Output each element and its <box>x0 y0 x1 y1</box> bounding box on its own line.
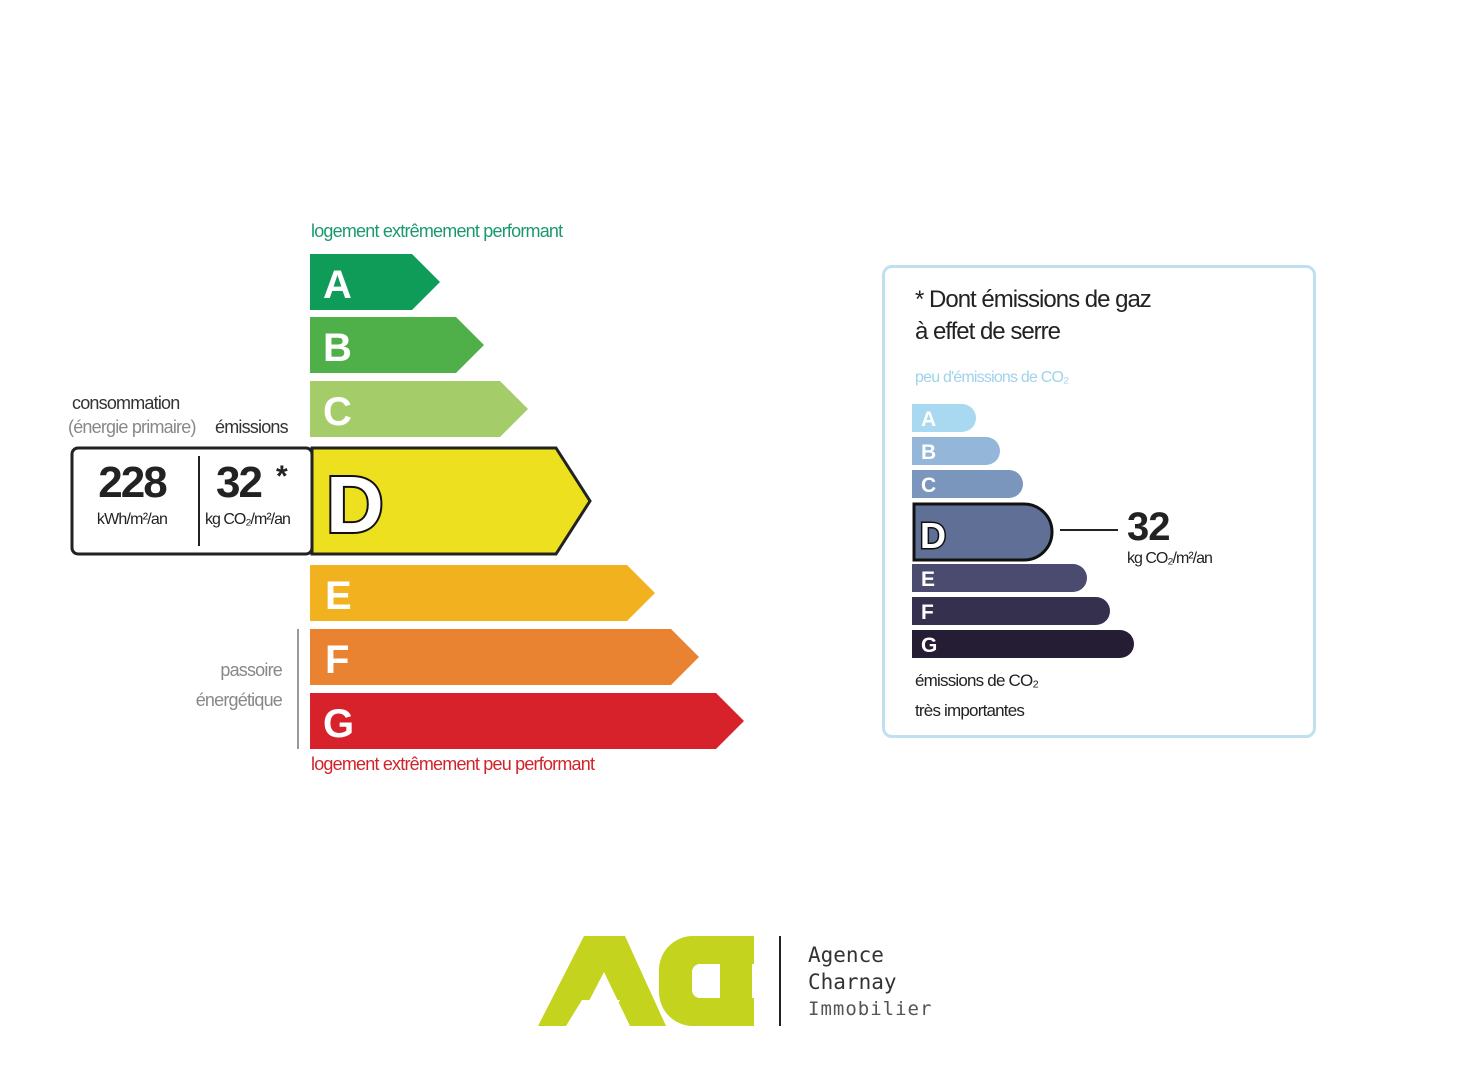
dpe-letter-f: F <box>325 638 349 682</box>
ges-letter-f: F <box>921 601 934 624</box>
dpe-letter-e: E <box>325 574 352 618</box>
dpe-letter-g: G <box>323 702 354 746</box>
dpe-bar-b: B <box>310 317 484 373</box>
ges-bottom-caption-2: très importantes <box>915 701 1025 720</box>
dpe-bar-a: A <box>310 254 440 310</box>
ges-top-caption: peu d'émissions de CO₂ <box>915 369 1069 386</box>
ges-panel <box>882 265 1316 738</box>
ges-bar-e: E <box>912 564 1087 592</box>
dpe-letter-d: D <box>326 460 384 549</box>
logo-text-charnay: Charnay <box>808 970 897 994</box>
consumption-unit: kWh/m²/an <box>96 511 168 528</box>
dpe-bar-f: F <box>310 629 699 685</box>
passoire-label-1: passoire <box>220 660 282 680</box>
aci-logo-mark <box>538 936 781 1026</box>
emissions-star: * <box>276 460 288 493</box>
ges-bottom-caption-1: émissions de CO₂ <box>915 671 1039 690</box>
logo-text-immobilier: Immobilier <box>808 998 933 1020</box>
ges-letter-b: B <box>921 441 936 464</box>
consumption-sublabel: (énergie primaire) <box>68 417 196 437</box>
dpe-letter-b: B <box>323 326 352 370</box>
ges-bar-b: B <box>912 437 1000 465</box>
consumption-label: consommation <box>72 393 180 413</box>
ges-bar-g: G <box>912 630 1134 658</box>
ges-bar-f: F <box>912 597 1110 625</box>
ges-value: 32 <box>1127 505 1170 549</box>
ges-unit: kg CO₂/m²/an <box>1127 550 1213 567</box>
dpe-bar-d-current: D <box>70 446 592 556</box>
ges-letter-e: E <box>921 568 935 591</box>
ges-bar-d-current: D <box>912 502 1118 562</box>
ges-letter-d: D <box>920 515 946 556</box>
ges-bar-a: A <box>912 404 976 432</box>
dpe-letter-a: A <box>323 263 352 307</box>
logo-text-agence: Agence <box>808 943 884 967</box>
ges-title-line2: à effet de serre <box>915 318 1061 345</box>
passoire-label-2: énergétique <box>195 690 283 710</box>
consumption-value: 228 <box>98 458 167 507</box>
ges-bar-c: C <box>912 470 1023 498</box>
dpe-bar-g: G <box>310 693 744 749</box>
dpe-bottom-caption: logement extrêmement peu performant <box>311 754 595 774</box>
ges-letter-g: G <box>921 634 937 657</box>
ges-title-line1: * Dont émissions de gaz <box>915 286 1152 313</box>
ges-letter-a: A <box>921 408 936 431</box>
dpe-top-caption: logement extrêmement performant <box>311 221 563 241</box>
emissions-unit: kg CO₂/m²/an <box>205 511 291 528</box>
dpe-bar-e: E <box>310 565 655 621</box>
emissions-value: 32 <box>216 458 263 507</box>
emissions-label: émissions <box>215 417 289 437</box>
ges-letter-c: C <box>921 474 936 497</box>
dpe-bar-c: C <box>310 381 528 437</box>
dpe-letter-c: C <box>323 390 352 434</box>
